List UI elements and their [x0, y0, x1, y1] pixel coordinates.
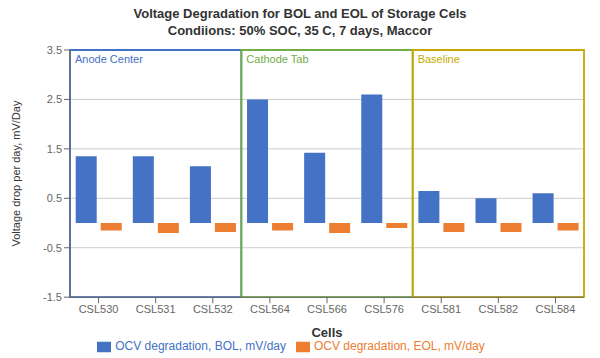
svg-text:-1.5: -1.5: [43, 291, 62, 303]
svg-text:CSL582: CSL582: [478, 303, 518, 315]
svg-text:CSL566: CSL566: [307, 303, 347, 315]
svg-text:CSL584: CSL584: [536, 303, 576, 315]
svg-text:CSL576: CSL576: [364, 303, 404, 315]
svg-text:Baseline: Baseline: [418, 53, 460, 65]
svg-text:Anode Center: Anode Center: [75, 53, 143, 65]
svg-text:CSL564: CSL564: [250, 303, 290, 315]
svg-text:Voltage drop per day, mV/Day: Voltage drop per day, mV/Day: [10, 100, 22, 246]
html-text:Condiions: 50% SOC, 35 C, 7 da: Condiions: 50% SOC, 35 C, 7 days, Maccor: [167, 23, 433, 38]
html-text:OCV degradation, EOL, mV/day: OCV degradation, EOL, mV/day: [314, 339, 485, 354]
svg-text:CSL581: CSL581: [421, 303, 461, 315]
svg-text:3.5: 3.5: [47, 44, 62, 56]
svg-text:CSL532: CSL532: [193, 303, 233, 315]
html-text:Voltage Degradation for BOL an: Voltage Degradation for BOL and EOL of S…: [133, 6, 467, 21]
svg-text:Cathode Tab: Cathode Tab: [246, 53, 308, 65]
svg-text:CSL531: CSL531: [136, 303, 176, 315]
svg-text:Cells: Cells: [311, 325, 342, 340]
svg-text:0.5: 0.5: [47, 192, 62, 204]
svg-text:1.5: 1.5: [47, 143, 62, 155]
html-text:OCV degradation, BOL, mV/day: OCV degradation, BOL, mV/day: [115, 339, 286, 354]
svg-text:2.5: 2.5: [47, 93, 62, 105]
svg-text:CSL530: CSL530: [79, 303, 119, 315]
svg-text:-0.5: -0.5: [43, 242, 62, 254]
